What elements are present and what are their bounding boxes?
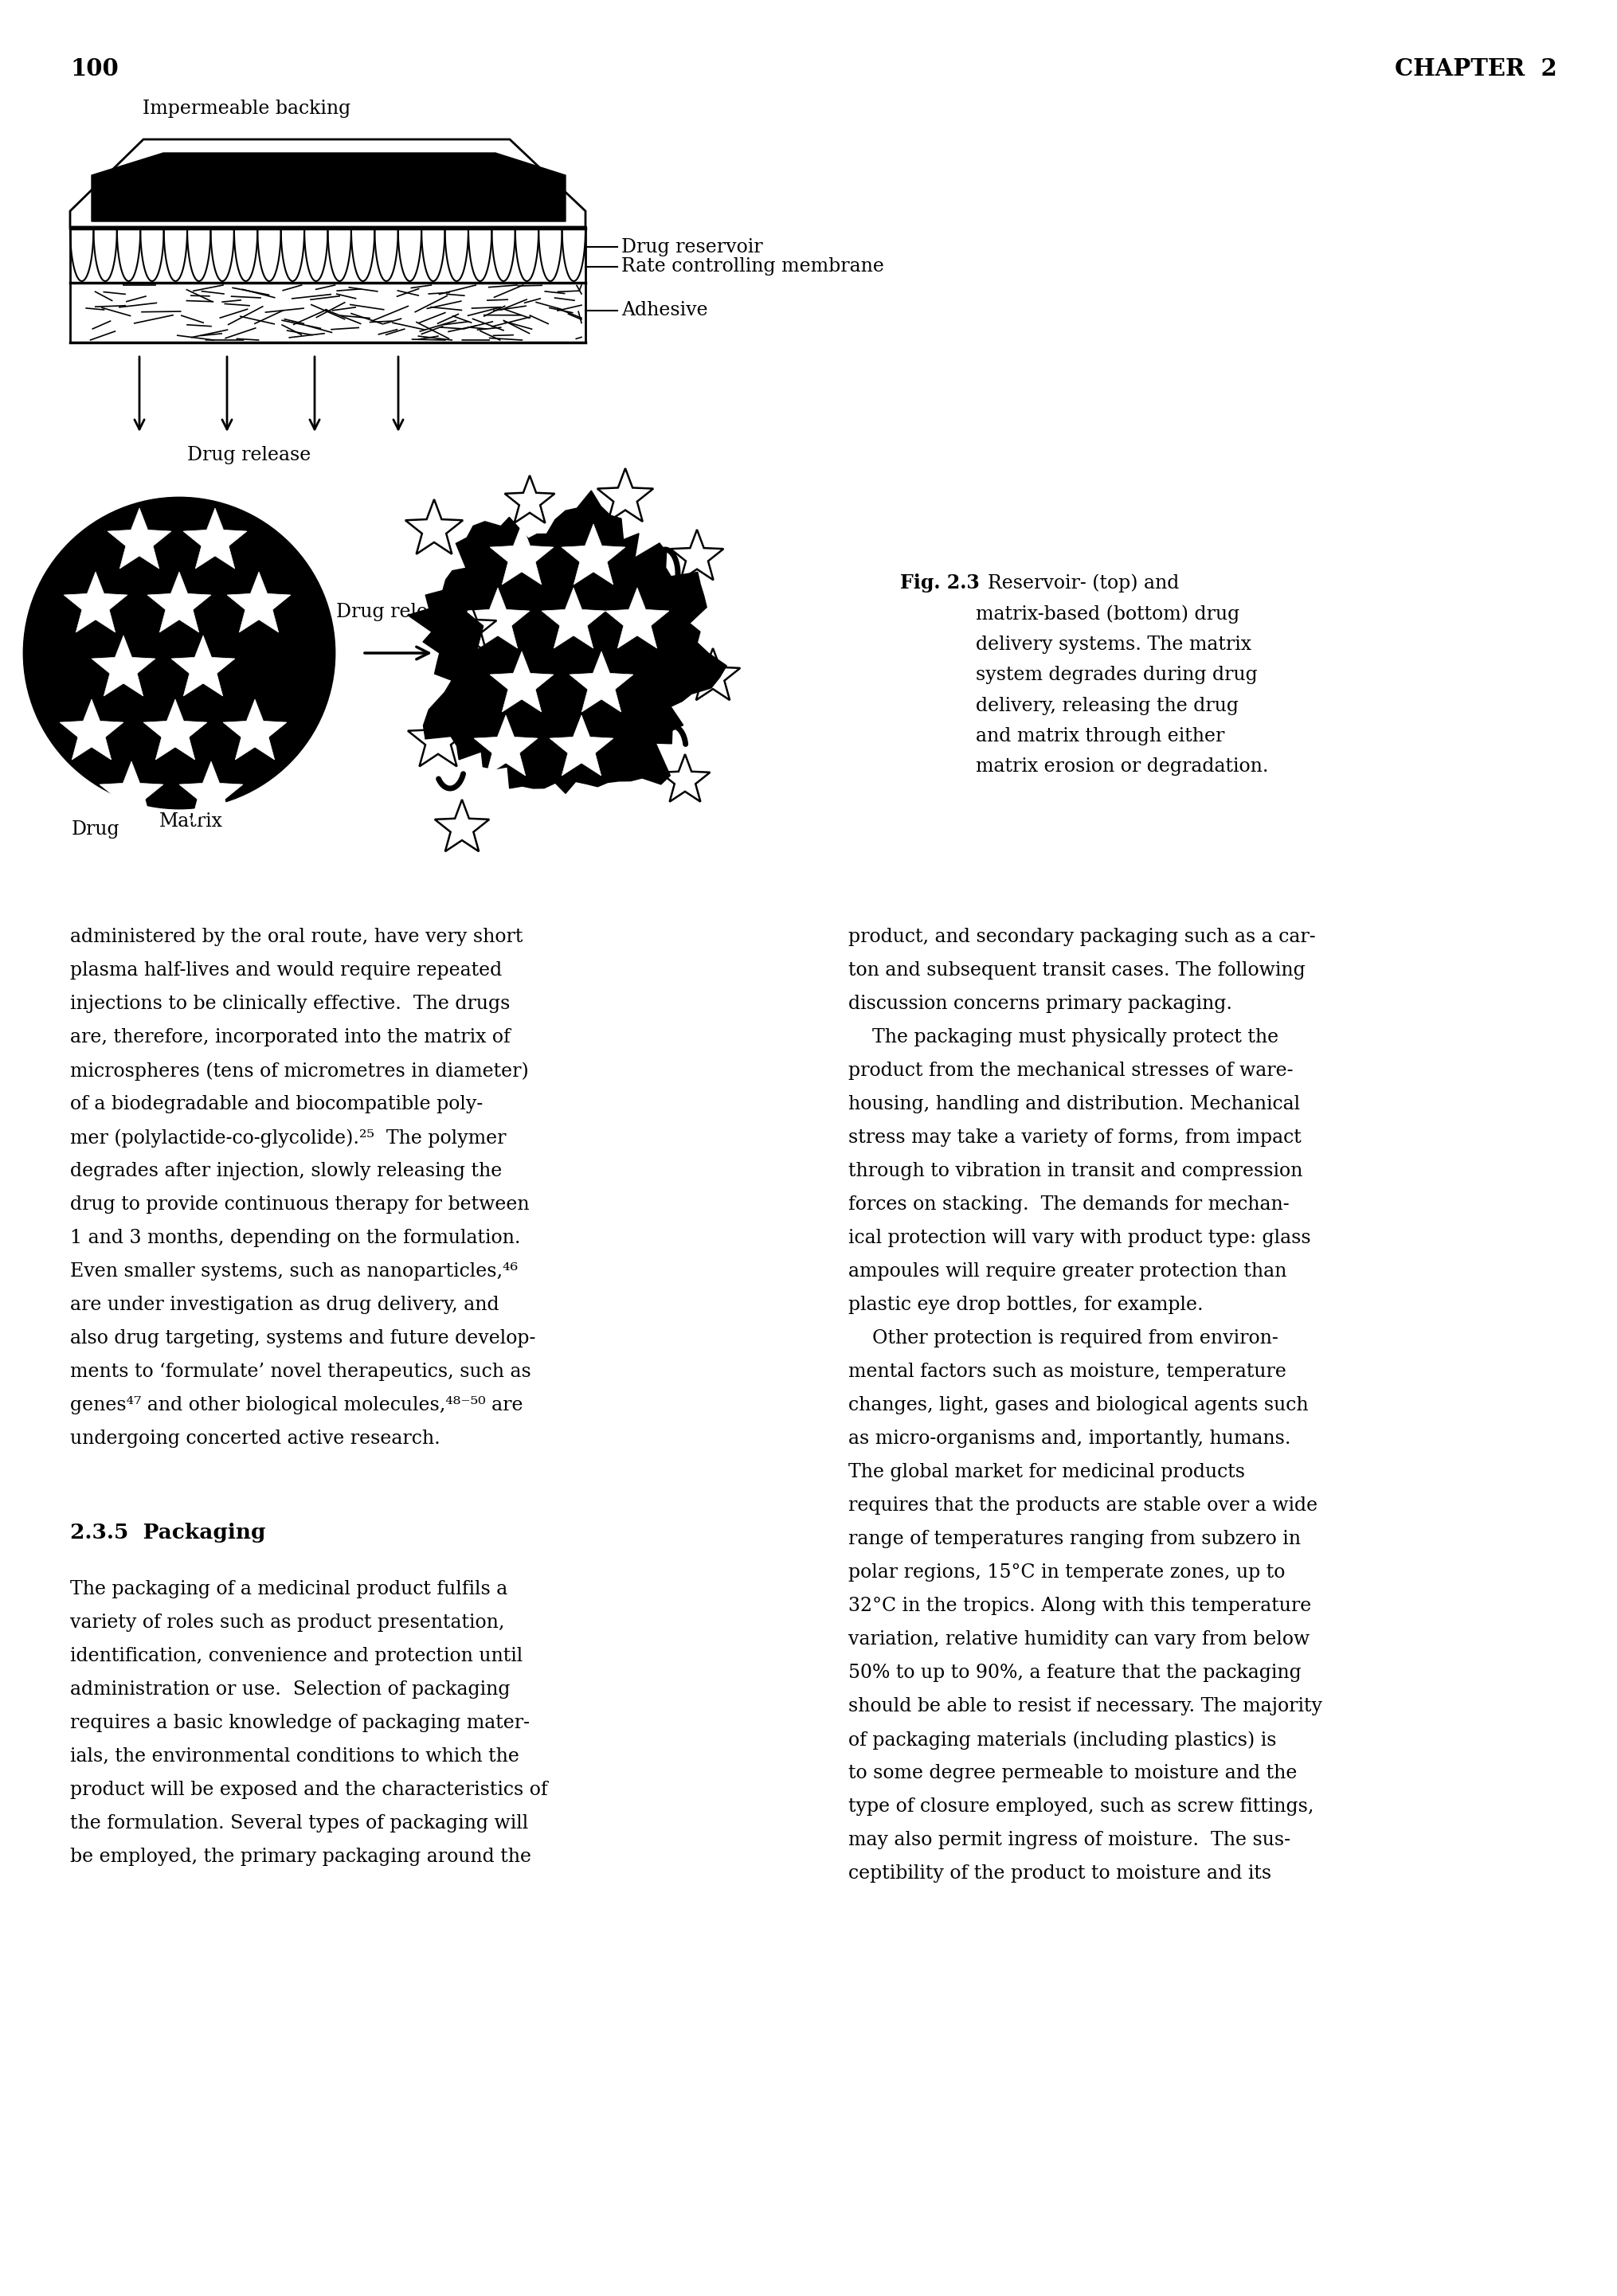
Text: Even smaller systems, such as nanoparticles,⁴⁶: Even smaller systems, such as nanopartic… bbox=[70, 1263, 517, 1281]
Polygon shape bbox=[92, 154, 566, 220]
Text: mental factors such as moisture, temperature: mental factors such as moisture, tempera… bbox=[847, 1362, 1286, 1380]
Text: product, and secondary packaging such as a car-: product, and secondary packaging such as… bbox=[847, 928, 1315, 946]
Polygon shape bbox=[605, 588, 669, 647]
Text: Reservoir- (top) and
matrix-based (bottom) drug
delivery systems. The matrix
sys: Reservoir- (top) and matrix-based (botto… bbox=[975, 574, 1268, 776]
Text: to some degree permeable to moisture and the: to some degree permeable to moisture and… bbox=[847, 1763, 1297, 1782]
Text: type of closure employed, such as screw fittings,: type of closure employed, such as screw … bbox=[847, 1798, 1313, 1816]
Polygon shape bbox=[171, 636, 234, 696]
Polygon shape bbox=[147, 572, 210, 631]
Text: Impermeable backing: Impermeable backing bbox=[142, 99, 351, 117]
Text: Drug release: Drug release bbox=[336, 604, 459, 622]
Text: Drug: Drug bbox=[71, 820, 120, 838]
Polygon shape bbox=[179, 762, 243, 822]
Text: housing, handling and distribution. Mechanical: housing, handling and distribution. Mech… bbox=[847, 1095, 1300, 1114]
Text: product will be exposed and the characteristics of: product will be exposed and the characte… bbox=[70, 1782, 548, 1800]
Text: Drug reservoir: Drug reservoir bbox=[621, 239, 763, 257]
Text: also drug targeting, systems and future develop-: also drug targeting, systems and future … bbox=[70, 1329, 535, 1348]
Polygon shape bbox=[107, 507, 171, 569]
Text: stress may take a variety of forms, from impact: stress may take a variety of forms, from… bbox=[847, 1130, 1300, 1146]
Text: identification, convenience and protection until: identification, convenience and protecti… bbox=[70, 1646, 522, 1665]
Polygon shape bbox=[144, 700, 207, 760]
Polygon shape bbox=[100, 762, 163, 822]
Polygon shape bbox=[542, 588, 605, 647]
Circle shape bbox=[24, 498, 335, 808]
Text: ical protection will vary with product type: glass: ical protection will vary with product t… bbox=[847, 1228, 1310, 1247]
Text: administration or use.  Selection of packaging: administration or use. Selection of pack… bbox=[70, 1681, 509, 1699]
Polygon shape bbox=[70, 140, 585, 227]
Text: as micro-organisms and, importantly, humans.: as micro-organisms and, importantly, hum… bbox=[847, 1430, 1290, 1449]
Text: ton and subsequent transit cases. The following: ton and subsequent transit cases. The fo… bbox=[847, 962, 1305, 980]
Text: degrades after injection, slowly releasing the: degrades after injection, slowly releasi… bbox=[70, 1162, 501, 1180]
Polygon shape bbox=[550, 714, 613, 776]
Text: ments to ‘formulate’ novel therapeutics, such as: ments to ‘formulate’ novel therapeutics,… bbox=[70, 1362, 530, 1380]
Text: Rate controlling membrane: Rate controlling membrane bbox=[621, 257, 883, 276]
Text: The global market for medicinal products: The global market for medicinal products bbox=[847, 1463, 1245, 1481]
Polygon shape bbox=[223, 700, 286, 760]
Text: polar regions, 15°C in temperate zones, up to: polar regions, 15°C in temperate zones, … bbox=[847, 1564, 1284, 1582]
Text: plastic eye drop bottles, for example.: plastic eye drop bottles, for example. bbox=[847, 1295, 1203, 1313]
Text: 32°C in the tropics. Along with this temperature: 32°C in the tropics. Along with this tem… bbox=[847, 1596, 1311, 1614]
Text: mer (polylactide-co-glycolide).²⁵  The polymer: mer (polylactide-co-glycolide).²⁵ The po… bbox=[70, 1130, 506, 1148]
Text: of packaging materials (including plastics) is: of packaging materials (including plasti… bbox=[847, 1731, 1276, 1750]
Text: drug to provide continuous therapy for between: drug to provide continuous therapy for b… bbox=[70, 1196, 529, 1215]
Text: ampoules will require greater protection than: ampoules will require greater protection… bbox=[847, 1263, 1286, 1281]
Polygon shape bbox=[490, 523, 553, 585]
Text: ials, the environmental conditions to which the: ials, the environmental conditions to wh… bbox=[70, 1747, 519, 1766]
Text: Other protection is required from environ-: Other protection is required from enviro… bbox=[847, 1329, 1277, 1348]
Polygon shape bbox=[407, 491, 726, 794]
Text: 100: 100 bbox=[70, 57, 118, 80]
Text: Matrix: Matrix bbox=[158, 813, 223, 831]
Polygon shape bbox=[466, 588, 529, 647]
Text: 2.3.5  Packaging: 2.3.5 Packaging bbox=[70, 1522, 265, 1543]
Text: The packaging of a medicinal product fulfils a: The packaging of a medicinal product ful… bbox=[70, 1580, 508, 1598]
Text: be employed, the primary packaging around the: be employed, the primary packaging aroun… bbox=[70, 1848, 530, 1867]
Text: range of temperatures ranging from subzero in: range of temperatures ranging from subze… bbox=[847, 1529, 1300, 1548]
Text: undergoing concerted active research.: undergoing concerted active research. bbox=[70, 1430, 440, 1449]
Text: Drug release: Drug release bbox=[188, 445, 310, 464]
Text: through to vibration in transit and compression: through to vibration in transit and comp… bbox=[847, 1162, 1302, 1180]
Polygon shape bbox=[60, 700, 123, 760]
Text: may also permit ingress of moisture.  The sus-: may also permit ingress of moisture. The… bbox=[847, 1830, 1290, 1848]
Text: product from the mechanical stresses of ware-: product from the mechanical stresses of … bbox=[847, 1061, 1292, 1079]
Text: CHAPTER  2: CHAPTER 2 bbox=[1394, 57, 1557, 80]
Polygon shape bbox=[183, 507, 247, 569]
Polygon shape bbox=[92, 636, 155, 696]
Text: are under investigation as drug delivery, and: are under investigation as drug delivery… bbox=[70, 1295, 500, 1313]
Text: 1 and 3 months, depending on the formulation.: 1 and 3 months, depending on the formula… bbox=[70, 1228, 521, 1247]
Text: variation, relative humidity can vary from below: variation, relative humidity can vary fr… bbox=[847, 1630, 1310, 1649]
Text: changes, light, gases and biological agents such: changes, light, gases and biological age… bbox=[847, 1396, 1308, 1414]
Polygon shape bbox=[63, 572, 128, 631]
Text: the formulation. Several types of packaging will: the formulation. Several types of packag… bbox=[70, 1814, 529, 1832]
Text: ceptibility of the product to moisture and its: ceptibility of the product to moisture a… bbox=[847, 1864, 1271, 1883]
Text: genes⁴⁷ and other biological molecules,⁴⁸⁻⁵⁰ are: genes⁴⁷ and other biological molecules,⁴… bbox=[70, 1396, 522, 1414]
Text: microspheres (tens of micrometres in diameter): microspheres (tens of micrometres in dia… bbox=[70, 1061, 529, 1081]
Bar bbox=[70, 282, 585, 342]
Text: should be able to resist if necessary. The majority: should be able to resist if necessary. T… bbox=[847, 1697, 1321, 1715]
Text: are, therefore, incorporated into the matrix of: are, therefore, incorporated into the ma… bbox=[70, 1029, 509, 1047]
Text: of a biodegradable and biocompatible poly-: of a biodegradable and biocompatible pol… bbox=[70, 1095, 482, 1114]
Polygon shape bbox=[569, 652, 632, 712]
Text: requires a basic knowledge of packaging mater-: requires a basic knowledge of packaging … bbox=[70, 1713, 529, 1731]
Text: plasma half-lives and would require repeated: plasma half-lives and would require repe… bbox=[70, 962, 501, 980]
Polygon shape bbox=[490, 652, 553, 712]
Text: discussion concerns primary packaging.: discussion concerns primary packaging. bbox=[847, 994, 1232, 1013]
Polygon shape bbox=[561, 523, 624, 585]
Text: variety of roles such as product presentation,: variety of roles such as product present… bbox=[70, 1614, 505, 1632]
Text: 50% to up to 90%, a feature that the packaging: 50% to up to 90%, a feature that the pac… bbox=[847, 1665, 1300, 1683]
Text: requires that the products are stable over a wide: requires that the products are stable ov… bbox=[847, 1497, 1316, 1515]
Text: Adhesive: Adhesive bbox=[621, 301, 708, 319]
Text: injections to be clinically effective.  The drugs: injections to be clinically effective. T… bbox=[70, 994, 509, 1013]
Text: The packaging must physically protect the: The packaging must physically protect th… bbox=[847, 1029, 1277, 1047]
Text: administered by the oral route, have very short: administered by the oral route, have ver… bbox=[70, 928, 522, 946]
Text: forces on stacking.  The demands for mechan-: forces on stacking. The demands for mech… bbox=[847, 1196, 1289, 1215]
Text: Fig. 2.3: Fig. 2.3 bbox=[899, 574, 978, 592]
Bar bbox=[70, 227, 585, 342]
Polygon shape bbox=[226, 572, 291, 631]
Polygon shape bbox=[474, 714, 537, 776]
